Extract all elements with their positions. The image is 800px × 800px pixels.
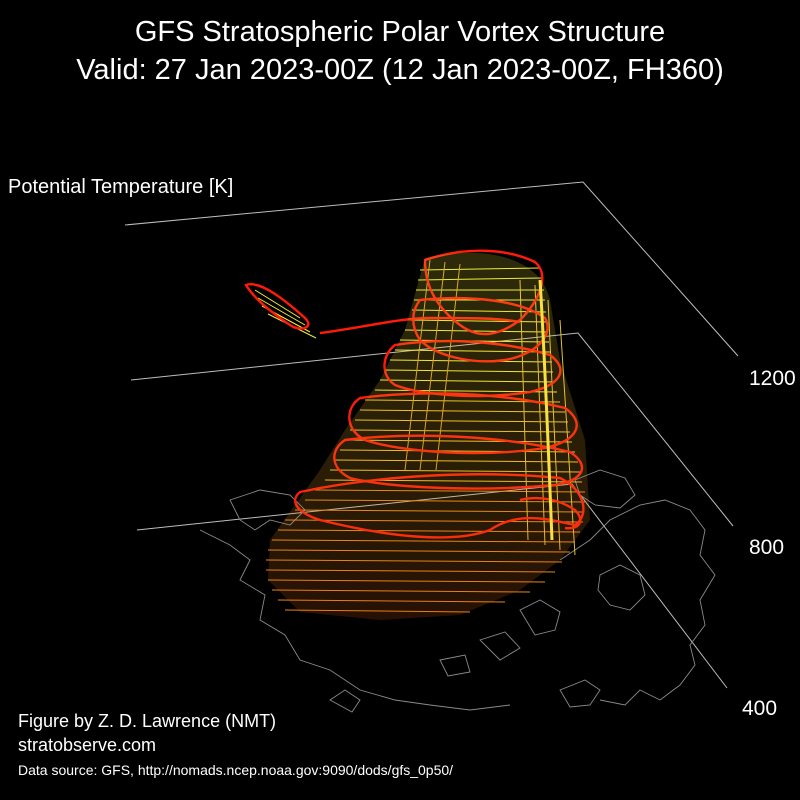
figure-title-line2: Valid: 27 Jan 2023-00Z (12 Jan 2023-00Z,… <box>76 54 724 86</box>
coastline-hudson <box>597 564 646 611</box>
gridline-1200 <box>124 181 739 357</box>
vortex-column-highlight <box>538 279 554 541</box>
credit-data-source: Data source: GFS, http://nomads.ncep.noa… <box>18 762 454 778</box>
z-axis-label: Potential Temperature [K] <box>8 176 234 198</box>
credit-site: stratobserve.com <box>18 735 157 755</box>
vortex-surface-wash <box>268 252 590 620</box>
gridline-800 <box>130 332 734 527</box>
tick-label-800: 800 <box>749 536 785 559</box>
coastline-arctic-islands <box>439 599 561 677</box>
credit-author: Figure by Z. D. Lawrence (NMT) <box>18 711 277 731</box>
coastline-pacific <box>329 679 601 713</box>
vortex-left-lobe <box>254 289 317 339</box>
figure-title-line1: GFS Stratospheric Polar Vortex Structure <box>134 16 666 48</box>
coastline-map <box>199 469 716 713</box>
edge-contour-left-lobe <box>244 283 310 330</box>
tick-label-1200: 1200 <box>749 367 796 390</box>
coastline-asia <box>199 529 511 711</box>
tick-label-400: 400 <box>742 697 778 720</box>
coastline-north-america <box>559 499 716 706</box>
